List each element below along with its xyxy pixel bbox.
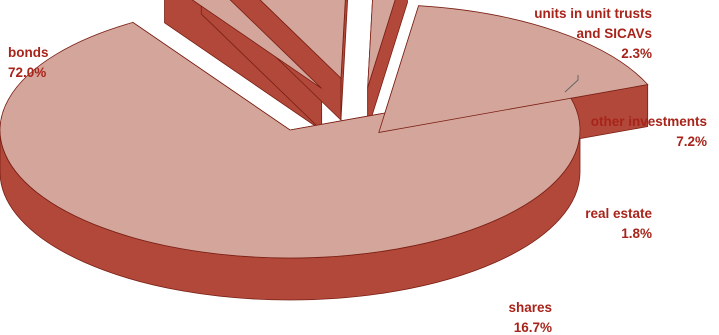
label-text: real estate (585, 206, 652, 221)
label-units: units in unit trusts and SICAVs 2.3% (534, 6, 652, 61)
label-text: other investments (591, 114, 707, 129)
label-other: other investments 7.2% (591, 114, 707, 149)
slice-tops (0, 0, 649, 259)
label-text: and SICAVs (576, 26, 652, 41)
label-value: 16.7% (514, 320, 552, 335)
label-value: 7.2% (676, 134, 707, 149)
label-shares: shares 16.7% (508, 300, 552, 335)
label-text: shares (508, 300, 552, 315)
slice-shares-top (378, 5, 649, 133)
label-text: bonds (8, 45, 49, 60)
slice-labels: bonds 72.0% units in unit trusts and SICAVs… (8, 6, 707, 335)
label-bonds: bonds 72.0% (8, 45, 49, 80)
label-value: 2.3% (621, 46, 652, 61)
label-real: real estate 1.8% (585, 206, 652, 241)
slice-other-top (259, 0, 346, 80)
slice-units-top (191, 0, 322, 89)
slice-bonds-top (0, 21, 581, 259)
label-value: 1.8% (621, 226, 652, 241)
label-value: 72.0% (8, 65, 46, 80)
label-text: units in unit trusts (534, 6, 652, 21)
slice-real-top (367, 0, 396, 88)
leader-line (564, 75, 579, 93)
